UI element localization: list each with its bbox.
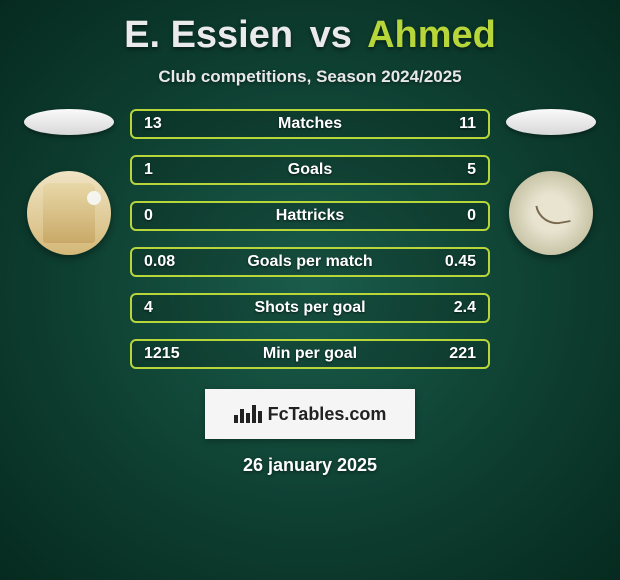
stat-left-mpg: 1215 [144, 345, 184, 363]
brand-box: FcTables.com [205, 389, 415, 439]
stat-left-goals: 1 [144, 161, 184, 179]
left-side-column [14, 109, 124, 255]
stat-label-mpg: Min per goal [263, 345, 357, 363]
player2-avatar-placeholder [506, 109, 596, 135]
club-logo-shape [43, 183, 95, 243]
stat-label-matches: Matches [278, 115, 342, 133]
stat-row-hattricks: 0 Hattricks 0 [130, 201, 490, 231]
player2-club-logo [509, 171, 593, 255]
date-label: 26 january 2025 [243, 455, 377, 476]
stat-left-hattricks: 0 [144, 207, 184, 225]
subtitle: Club competitions, Season 2024/2025 [158, 67, 461, 87]
stat-right-spg: 2.4 [436, 299, 476, 317]
stat-left-matches: 13 [144, 115, 184, 133]
comparison-title: E. Essien vs Ahmed [124, 14, 496, 57]
stat-row-gpm: 0.08 Goals per match 0.45 [130, 247, 490, 277]
stat-row-goals: 1 Goals 5 [130, 155, 490, 185]
stat-row-spg: 4 Shots per goal 2.4 [130, 293, 490, 323]
stat-left-gpm: 0.08 [144, 253, 184, 271]
stat-right-goals: 5 [436, 161, 476, 179]
stats-area: 13 Matches 11 1 Goals 5 0 Hattricks 0 0.… [0, 109, 620, 369]
bar-chart-icon [234, 405, 262, 423]
stat-right-matches: 11 [436, 115, 476, 133]
stat-label-spg: Shots per goal [254, 299, 365, 317]
stat-right-gpm: 0.45 [436, 253, 476, 271]
stat-right-mpg: 221 [436, 345, 476, 363]
stat-label-gpm: Goals per match [247, 253, 372, 271]
brand-text: FcTables.com [268, 404, 387, 425]
player2-name: Ahmed [367, 14, 496, 56]
player1-name: E. Essien [124, 14, 293, 56]
stat-row-mpg: 1215 Min per goal 221 [130, 339, 490, 369]
vs-separator: vs [310, 14, 352, 56]
player1-club-logo [27, 171, 111, 255]
stat-right-hattricks: 0 [436, 207, 476, 225]
stat-rows: 13 Matches 11 1 Goals 5 0 Hattricks 0 0.… [130, 109, 490, 369]
stat-row-matches: 13 Matches 11 [130, 109, 490, 139]
stat-label-goals: Goals [288, 161, 332, 179]
stat-left-spg: 4 [144, 299, 184, 317]
stat-label-hattricks: Hattricks [276, 207, 344, 225]
right-side-column [496, 109, 606, 255]
player1-avatar-placeholder [24, 109, 114, 135]
